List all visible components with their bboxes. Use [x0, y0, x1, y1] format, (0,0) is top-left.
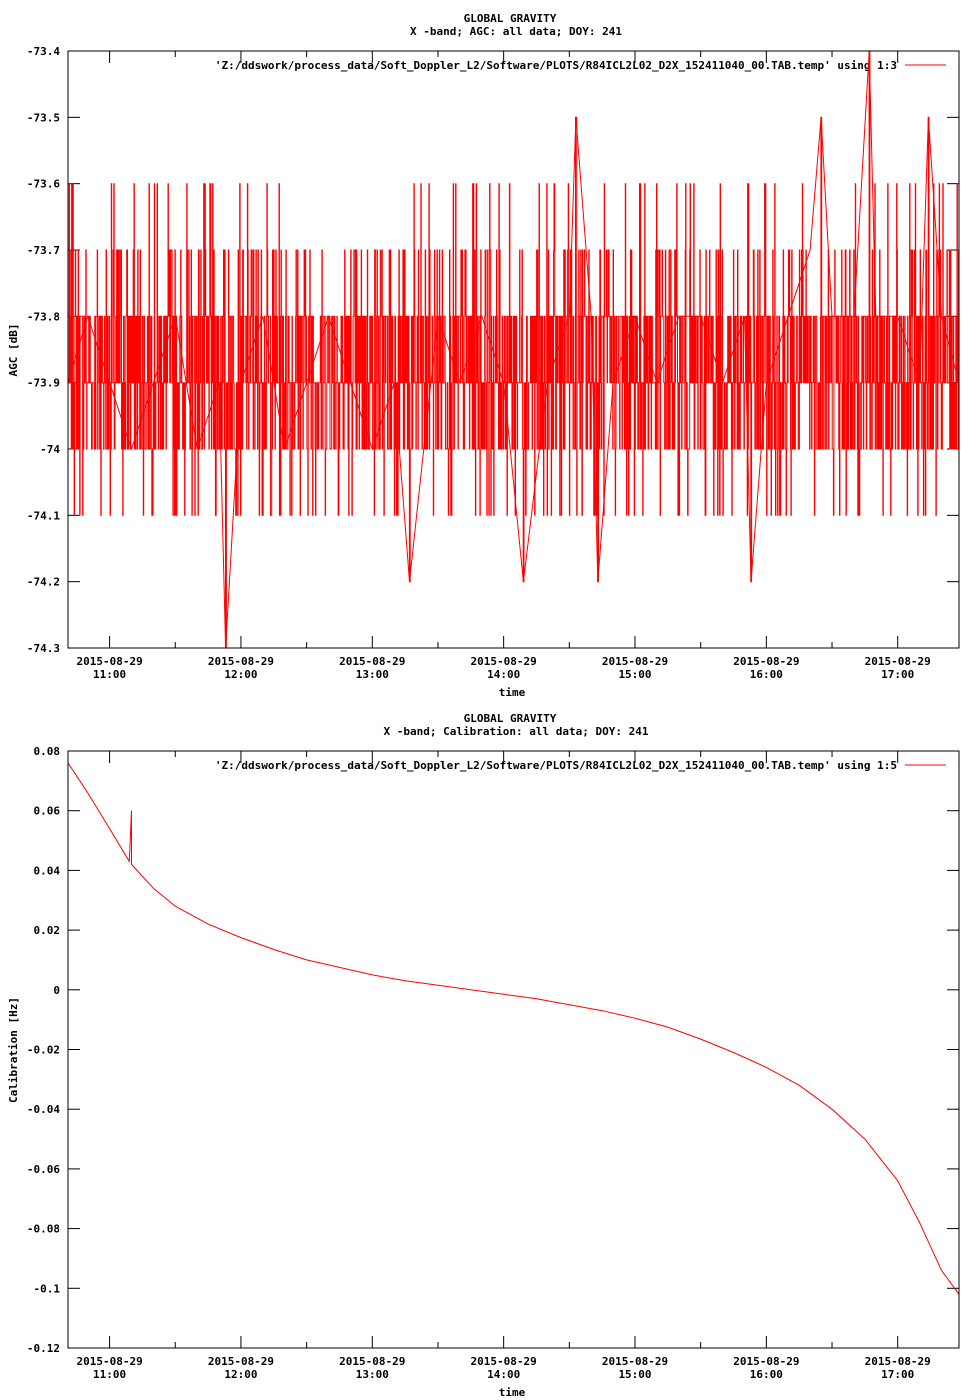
x-tick-date-label: 2015-08-29 — [865, 1355, 931, 1368]
x-tick-date-label: 2015-08-29 — [339, 655, 405, 668]
x-tick-date-label: 2015-08-29 — [602, 1355, 668, 1368]
agc-chart: GLOBAL GRAVITY X -band; AGC: all data; D… — [7, 12, 960, 699]
x-tick-time-label: 13:00 — [356, 668, 389, 681]
y-tick-label: -0.08 — [27, 1223, 60, 1236]
y-tick-label: 0.06 — [34, 805, 61, 818]
y-tick-label: 0 — [53, 984, 60, 997]
tick-layer: 0.08 0.06 0.04 0.02 0 -0.02 -0.04 -0.06 -0.08 -0.… — [27, 745, 959, 1381]
y-tick-label: 0.08 — [34, 745, 61, 758]
x-tick-time-label: 17:00 — [881, 668, 914, 681]
x-tick-time-label: 16:00 — [750, 668, 783, 681]
y-tick-label: -0.02 — [27, 1044, 60, 1057]
y-tick-label: -73.8 — [27, 310, 60, 323]
x-tick-date-label: 2015-08-29 — [208, 655, 274, 668]
x-tick-date-label: 2015-08-29 — [471, 1355, 537, 1368]
chart-title: GLOBAL GRAVITY — [464, 12, 557, 25]
y-tick-label: -74.2 — [27, 576, 60, 589]
x-tick-date-label: 2015-08-29 — [339, 1355, 405, 1368]
agc-noise-trace — [68, 50, 960, 649]
calibration-chart: GLOBAL GRAVITY X -band; Calibration: all… — [0, 700, 980, 1400]
y-axis-label: AGC [dB] — [7, 324, 20, 377]
x-tick-time-label: 17:00 — [881, 1368, 914, 1381]
plot-frame — [67, 750, 960, 1349]
chart-subtitle: X -band; Calibration: all data; DOY: 241 — [384, 725, 649, 738]
y-tick-label: -74.3 — [27, 642, 60, 655]
x-tick-time-label: 11:00 — [93, 1368, 126, 1381]
y-tick-label: -0.12 — [27, 1342, 60, 1355]
series-line — [67, 762, 960, 1295]
y-tick-label: -73.7 — [27, 244, 60, 257]
tick-layer: -73.4 -73.5 -73.6 -73.7 -73.8 -73.9 -74 -74.1 -7… — [27, 45, 959, 681]
x-tick-time-label: 13:00 — [356, 1368, 389, 1381]
x-tick-time-label: 12:00 — [224, 1368, 257, 1381]
y-tick-label: 0.04 — [34, 864, 61, 877]
x-tick-time-label: 15:00 — [618, 668, 651, 681]
y-tick-label: -73.9 — [27, 377, 60, 390]
legend-label: 'Z:/ddswork/process_data/Soft_Doppler_L2… — [215, 59, 897, 72]
y-tick-label: -0.06 — [27, 1163, 60, 1176]
x-tick-date-label: 2015-08-29 — [865, 655, 931, 668]
y-tick-label: -74.1 — [27, 509, 60, 522]
chart-subtitle: X -band; AGC: all data; DOY: 241 — [410, 25, 622, 38]
x-tick-time-label: 12:00 — [224, 668, 257, 681]
plot-frame — [67, 50, 960, 649]
x-axis-label: time — [499, 686, 526, 699]
x-tick-date-label: 2015-08-29 — [76, 655, 142, 668]
x-tick-date-label: 2015-08-29 — [208, 1355, 274, 1368]
y-tick-label: -73.6 — [27, 178, 60, 191]
calibration-chart-svg: GLOBAL GRAVITY X -band; Calibration: all… — [7, 712, 960, 1399]
y-tick-label: 0.02 — [34, 924, 61, 937]
x-axis-label: time — [499, 1386, 526, 1399]
x-tick-time-label: 14:00 — [487, 668, 520, 681]
x-tick-date-label: 2015-08-29 — [602, 655, 668, 668]
chart-title: GLOBAL GRAVITY — [464, 712, 557, 725]
y-tick-label: -0.04 — [27, 1103, 60, 1116]
x-tick-time-label: 15:00 — [618, 1368, 651, 1381]
legend-label: 'Z:/ddswork/process_data/Soft_Doppler_L2… — [215, 759, 897, 772]
x-tick-date-label: 2015-08-29 — [471, 655, 537, 668]
x-tick-date-label: 2015-08-29 — [733, 655, 799, 668]
data-layer — [67, 50, 960, 649]
x-tick-date-label: 2015-08-29 — [733, 1355, 799, 1368]
y-tick-label: -73.4 — [27, 45, 60, 58]
y-tick-label: -73.5 — [27, 111, 60, 124]
y-axis-label: Calibration [Hz] — [7, 997, 20, 1103]
x-tick-time-label: 14:00 — [487, 1368, 520, 1381]
y-tick-label: -0.1 — [34, 1282, 61, 1295]
x-tick-date-label: 2015-08-29 — [76, 1355, 142, 1368]
y-tick-label: -74 — [40, 443, 60, 456]
x-tick-time-label: 11:00 — [93, 668, 126, 681]
data-layer — [67, 762, 960, 1295]
x-tick-time-label: 16:00 — [750, 1368, 783, 1381]
agc-chart-svg: GLOBAL GRAVITY X -band; AGC: all data; D… — [7, 12, 960, 699]
